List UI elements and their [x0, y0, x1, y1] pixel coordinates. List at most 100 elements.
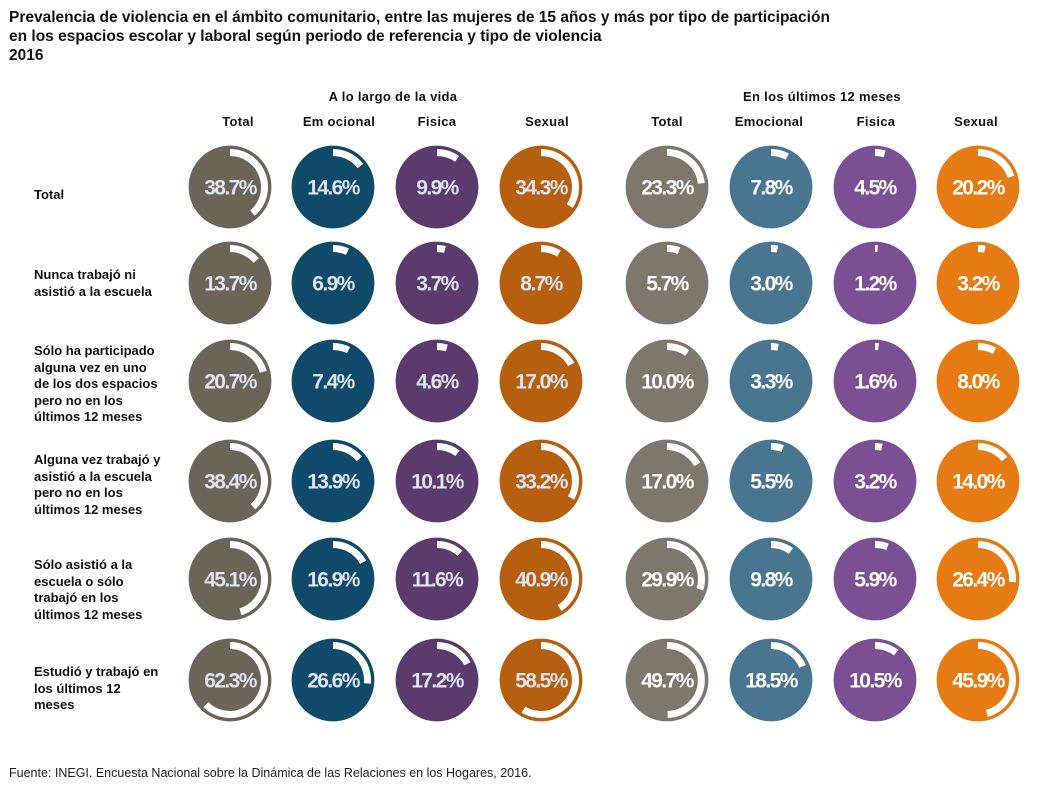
donut-lifetime-total-row0: 38.7%: [187, 144, 273, 230]
value-arc: [436, 443, 460, 457]
col-header-lifetime-sexual: Sexual: [525, 114, 569, 129]
value-label: 33.2%: [515, 471, 568, 494]
chart-title: Prevalencia de violencia en el ámbito co…: [9, 9, 830, 64]
value-arc: [332, 541, 367, 565]
value-arc: [540, 541, 579, 611]
value-arc: [666, 245, 681, 255]
circle-background: [290, 240, 376, 326]
value-arc: [436, 541, 463, 557]
donut-lifetime-fisica-row5: 17.2%: [394, 637, 480, 723]
value-label: 5.5%: [750, 471, 793, 494]
donut-lifetime-fisica-row3: 10.1%: [394, 438, 480, 524]
value-label: 40.9%: [515, 569, 568, 592]
donut-12m-emocional-row5: 18.5%: [728, 637, 814, 723]
donut-lifetime-emocional-row0: 14.6%: [290, 144, 376, 230]
col-header-12m-total: Total: [651, 114, 683, 129]
circle-background: [728, 338, 814, 424]
circle-background: [624, 240, 710, 326]
circle-background: [290, 144, 376, 230]
circle-background: [624, 338, 710, 424]
donut-12m-total-row4: 29.9%: [624, 536, 710, 622]
circle-background: [394, 536, 480, 622]
value-label: 26.6%: [307, 670, 360, 693]
row-label-alguna-vez: Alguna vez trabajó y asistió a la escuel…: [34, 452, 161, 517]
value-label: 17.0%: [641, 471, 694, 494]
value-arc: [229, 149, 268, 216]
value-arc: [436, 149, 460, 162]
donut-lifetime-fisica-row2: 4.6%: [394, 338, 480, 424]
donut-12m-fisica-row3: 3.2%: [832, 438, 918, 524]
value-label: 18.5%: [745, 670, 798, 693]
value-arc: [874, 540, 889, 551]
value-arc: [540, 443, 579, 500]
circle-background: [290, 637, 376, 723]
circle-background: [290, 338, 376, 424]
value-arc: [666, 541, 705, 591]
circle-background: [394, 338, 480, 424]
donut-12m-sexual-row5: 45.9%: [935, 637, 1021, 723]
value-arc: [977, 343, 997, 354]
value-label: 58.5%: [515, 670, 568, 693]
row-label-estudio-trabajo: Estudió y trabajó en los últimos 12 mese…: [34, 664, 159, 712]
value-arc: [977, 541, 1016, 583]
col-header-12m-sexual: Sexual: [954, 114, 998, 129]
value-label: 45.9%: [952, 670, 1005, 693]
donut-lifetime-total-row2: 20.7%: [187, 338, 273, 424]
donut-12m-emocional-row0: 7.8%: [728, 144, 814, 230]
value-label: 3.7%: [416, 273, 459, 296]
value-arc: [540, 343, 575, 367]
donut-lifetime-fisica-row4: 11.6%: [394, 536, 480, 622]
value-arc: [332, 149, 364, 169]
value-label: 34.3%: [515, 177, 568, 200]
circle-background: [394, 438, 480, 524]
value-label: 62.3%: [204, 670, 257, 693]
value-arc: [874, 149, 886, 158]
value-arc: [770, 541, 793, 554]
donut-12m-sexual-row0: 20.2%: [935, 144, 1021, 230]
value-label: 3.0%: [750, 273, 793, 296]
col-header-12m-fisica: Fisica: [856, 114, 896, 129]
circle-background: [935, 240, 1021, 326]
donut-lifetime-total-row4: 45.1%: [187, 536, 273, 622]
donut-12m-emocional-row2: 3.3%: [728, 338, 814, 424]
circle-background: [187, 536, 273, 622]
donut-12m-fisica-row0: 4.5%: [832, 144, 918, 230]
donut-12m-fisica-row5: 10.5%: [832, 637, 918, 723]
group-header-lifetime: A lo largo de la vida: [328, 89, 458, 104]
circle-background: [394, 637, 480, 723]
donut-12m-total-row3: 17.0%: [624, 438, 710, 524]
value-arc: [332, 443, 363, 462]
value-label: 13.7%: [204, 273, 257, 296]
value-arc: [540, 245, 561, 257]
donut-lifetime-emocional-row2: 7.4%: [290, 338, 376, 424]
col-header-12m-emocional: Emocional: [734, 114, 804, 129]
value-label: 14.0%: [952, 471, 1005, 494]
donut-12m-sexual-row2: 8.0%: [935, 338, 1021, 424]
col-header-lifetime-emocional: Em ocional: [302, 114, 376, 129]
value-label: 20.7%: [204, 371, 257, 394]
value-arc: [770, 443, 784, 452]
value-label: 29.9%: [641, 569, 694, 592]
circle-background: [832, 144, 918, 230]
donut-lifetime-emocional-row1: 6.9%: [290, 240, 376, 326]
circle-background: [832, 536, 918, 622]
circle-background: [498, 240, 584, 326]
value-label: 3.2%: [854, 471, 897, 494]
donut-12m-total-row0: 23.3%: [624, 144, 710, 230]
value-label: 10.1%: [411, 471, 464, 494]
donut-lifetime-sexual-row0: 34.3%: [498, 144, 584, 230]
value-label: 38.7%: [204, 177, 257, 200]
value-label: 13.9%: [307, 471, 360, 494]
donut-12m-total-row2: 10.0%: [624, 338, 710, 424]
donut-12m-sexual-row4: 26.4%: [935, 536, 1021, 622]
donut-12m-emocional-row4: 9.8%: [728, 536, 814, 622]
value-label: 7.8%: [750, 177, 793, 200]
circle-background: [935, 338, 1021, 424]
donut-lifetime-fisica-row1: 3.7%: [394, 240, 480, 326]
group-header-last-12-months: En los últimos 12 meses: [743, 89, 901, 104]
circle-background: [832, 338, 918, 424]
source-note: Fuente: INEGI. Encuesta Nacional sobre l…: [9, 766, 532, 780]
row-label-total: Total: [34, 187, 65, 202]
row-label-solo-participado: Sólo ha participado alguna vez en uno de…: [34, 343, 158, 424]
value-label: 6.9%: [312, 273, 355, 296]
